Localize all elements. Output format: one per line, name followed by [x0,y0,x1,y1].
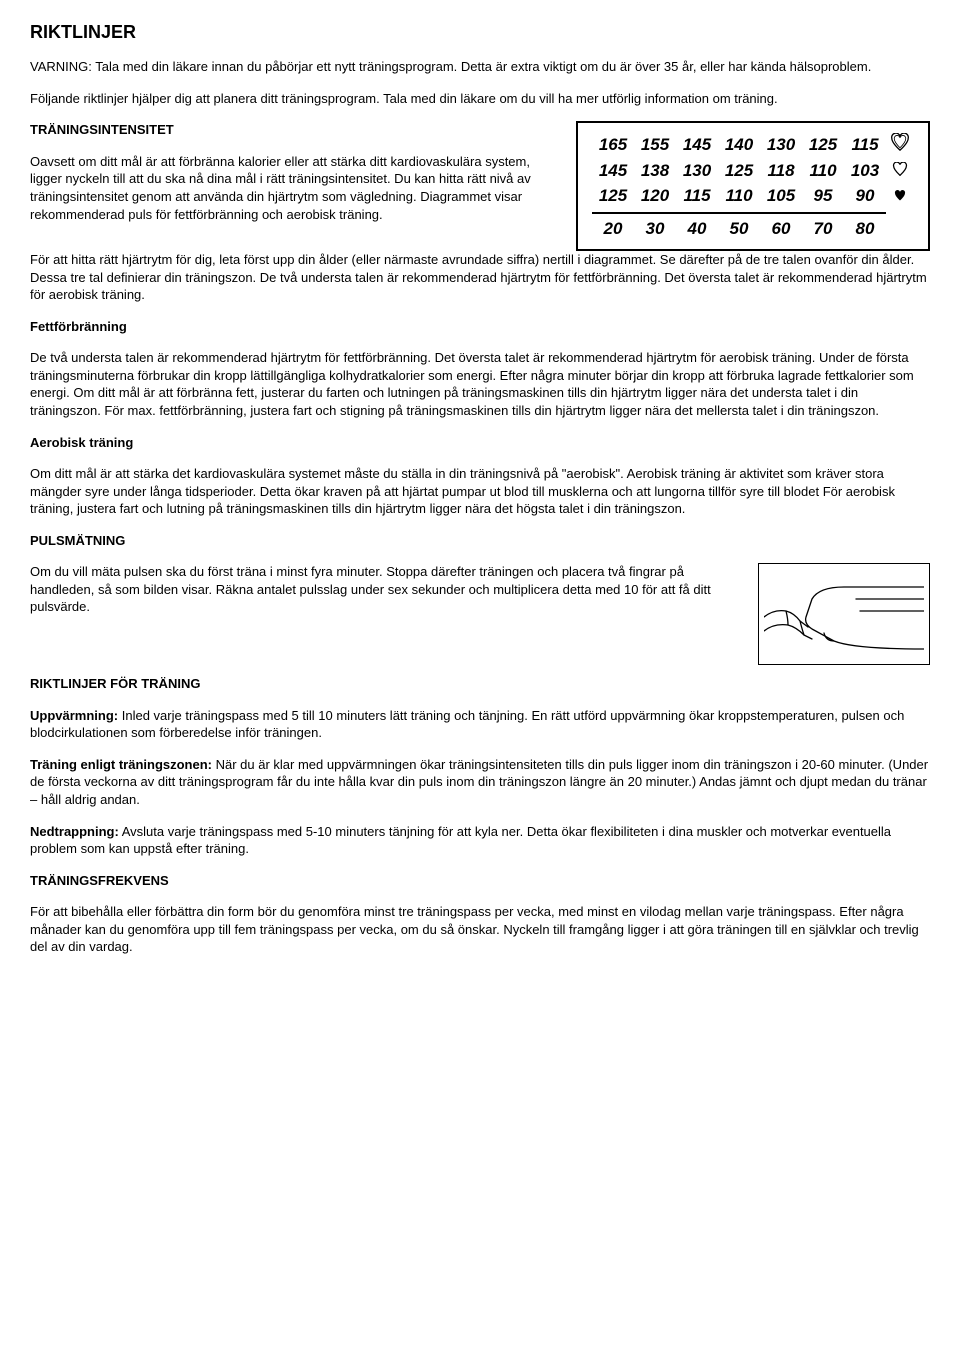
chart-cell: 138 [634,160,676,183]
cooldown-label: Nedtrappning: [30,824,119,839]
chart-cell: 120 [634,185,676,208]
chart-cell: 125 [592,185,634,208]
aerobic-paragraph: Om ditt mål är att stärka det kardiovask… [30,465,930,518]
chart-cell: 125 [802,134,844,157]
intensity-paragraph-1: Oavsett om ditt mål är att förbränna kal… [30,153,556,223]
frequency-paragraph: För att bibehålla eller förbättra din fo… [30,903,930,956]
chart-row-fat: 125 120 115 110 105 95 90 [592,185,914,208]
chart-row-fatmax: 145 138 130 125 118 110 103 [592,160,914,183]
chart-cell: 95 [802,185,844,208]
zone-paragraph: Träning enligt träningszonen: När du är … [30,756,930,809]
chart-cell: 118 [760,160,802,183]
chart-cell: 90 [844,185,886,208]
chart-age-cell: 40 [676,218,718,241]
page-title: RIKTLINJER [30,20,930,44]
fat-paragraph: De två understa talen är rekommenderad h… [30,349,930,419]
chart-cell: 115 [676,185,718,208]
chart-cell: 145 [676,134,718,157]
chart-age-cell: 30 [634,218,676,241]
pulse-heading: PULSMÄTNING [30,532,930,550]
heart-icon-medium [886,160,914,183]
cooldown-paragraph: Nedtrappning: Avsluta varje träningspass… [30,823,930,858]
chart-cell: 165 [592,134,634,157]
fat-heading: Fettförbränning [30,318,930,336]
chart-cell: 105 [760,185,802,208]
intensity-paragraph-2: För att hitta rätt hjärtrytm för dig, le… [30,251,930,304]
chart-row-aerobic: 165 155 145 140 130 125 115 [592,133,914,158]
chart-cell: 110 [718,185,760,208]
chart-cell: 130 [760,134,802,157]
chart-divider [592,212,886,214]
frequency-heading: TRÄNINGSFREKVENS [30,872,930,890]
chart-age-cell: 20 [592,218,634,241]
chart-cell: 125 [718,160,760,183]
intro-text: Följande riktlinjer hjälper dig att plan… [30,90,930,108]
chart-cell: 155 [634,134,676,157]
chart-age-cell: 50 [718,218,760,241]
chart-cell: 130 [676,160,718,183]
chart-cell: 110 [802,160,844,183]
heart-icon-large [886,133,914,158]
chart-age-cell: 70 [802,218,844,241]
warmup-text: Inled varje träningspass med 5 till 10 m… [30,708,904,741]
warmup-paragraph: Uppvärmning: Inled varje träningspass me… [30,707,930,742]
chart-cell: 115 [844,134,886,157]
chart-age-cell: 60 [760,218,802,241]
aerobic-heading: Aerobisk träning [30,434,930,452]
chart-cell: 145 [592,160,634,183]
warmup-label: Uppvärmning: [30,708,118,723]
heart-rate-chart: 165 155 145 140 130 125 115 145 138 130 … [576,121,930,251]
chart-cell: 140 [718,134,760,157]
chart-row-age: 20 30 40 50 60 70 80 [592,218,914,241]
chart-cell: 103 [844,160,886,183]
chart-age-cell: 80 [844,218,886,241]
warning-text: VARNING: Tala med din läkare innan du på… [30,58,930,76]
pulse-hand-illustration [758,563,930,665]
zone-label: Träning enligt träningszonen: [30,757,212,772]
guidelines-heading: RIKTLINJER FÖR TRÄNING [30,675,930,693]
heart-icon-small [886,185,914,208]
intensity-heading: TRÄNINGSINTENSITET [30,121,556,139]
cooldown-text: Avsluta varje träningspass med 5-10 minu… [30,824,891,857]
